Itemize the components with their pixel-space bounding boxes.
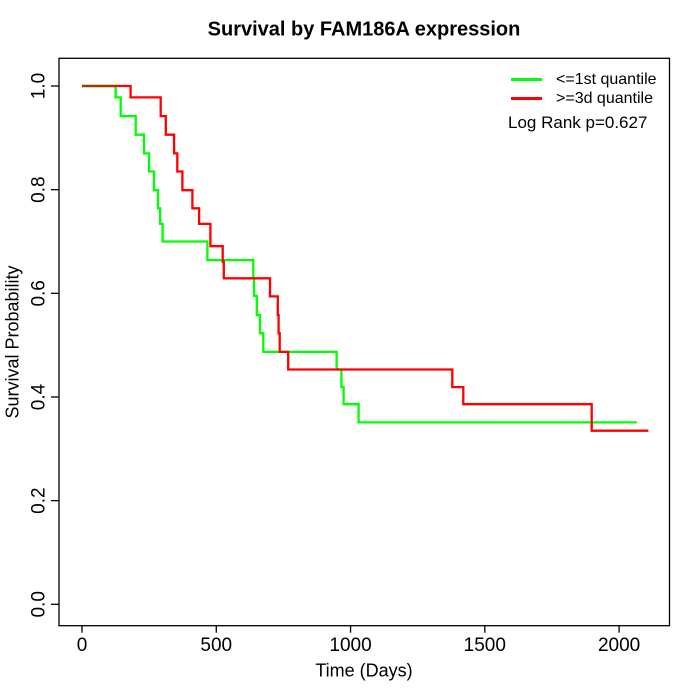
legend: <=1st quantile >=3d quantile — [511, 70, 657, 108]
legend-item-high-quantile: >=3d quantile — [511, 89, 657, 108]
survival-curve-1 — [82, 84, 649, 432]
x-axis-tick-label: 1500 — [464, 635, 506, 656]
legend-line-green — [511, 78, 542, 81]
legend-line-red — [511, 97, 542, 100]
survival-curve-0 — [82, 84, 637, 424]
y-axis-tick-label: 1.0 — [29, 73, 50, 99]
legend-label-low-quantile: <=1st quantile — [556, 70, 657, 88]
y-axis-tick-label: 0.8 — [29, 176, 50, 202]
legend-item-low-quantile: <=1st quantile — [511, 70, 657, 89]
y-axis-tick-label: 0.4 — [29, 383, 50, 410]
y-axis-tick-label: 0.6 — [29, 280, 50, 306]
x-axis-tick-label: 1000 — [329, 635, 371, 656]
x-axis-tick-label: 2000 — [598, 635, 640, 656]
legend-label-high-quantile: >=3d quantile — [556, 89, 653, 107]
y-axis-tick-label: 0.0 — [29, 591, 50, 617]
x-axis-tick-label: 500 — [200, 635, 232, 656]
y-axis-label: Survival Probability — [2, 265, 23, 419]
x-axis-tick-label: 0 — [77, 635, 88, 656]
y-axis-tick-label: 0.2 — [29, 487, 50, 513]
chart-title: Survival by FAM186A expression — [207, 18, 521, 41]
log-rank-annotation: Log Rank p=0.627 — [508, 113, 648, 132]
plot-box — [58, 57, 671, 627]
x-axis-label: Time (Days) — [315, 660, 413, 681]
